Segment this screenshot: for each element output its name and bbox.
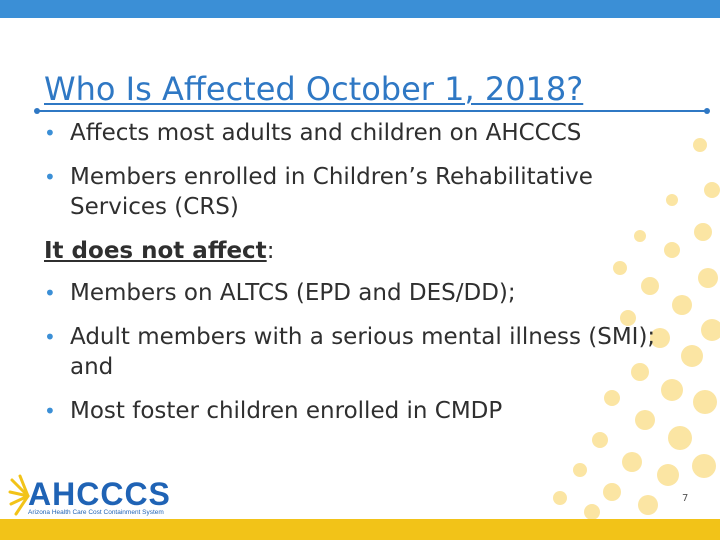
bottom-accent-bar [0,519,720,540]
bullet-dot-icon: • [44,399,56,423]
list-item-text: Affects most adults and children on AHCC… [70,120,582,146]
sunburst-logo-icon [8,474,30,516]
list-item-text: Members enrolled in Children’s Rehabilit… [70,164,593,220]
bullet-dot-icon: • [44,281,56,305]
bullet-dot-icon: • [44,165,56,189]
divider-end-dot [704,108,710,114]
subheading-text: It does not affect [44,238,267,264]
page-title: Who Is Affected October 1, 2018? [44,70,584,108]
top-accent-bar [0,0,720,18]
divider-end-dot [34,108,40,114]
subheading-colon: : [266,238,275,264]
logo-wordmark: AHCCCS [28,476,171,512]
list-item-text: Adult members with a serious mental illn… [70,324,656,380]
slide-body: • Affects most adults and children on AH… [44,118,684,440]
title-divider [38,110,708,112]
list-item: • Most foster children enrolled in CMDP [44,396,684,426]
section-subheading: It does not affect: [44,236,684,266]
list-item-text: Members on ALTCS (EPD and DES/DD); [70,280,516,306]
list-item: • Members on ALTCS (EPD and DES/DD); [44,278,684,308]
list-item: • Adult members with a serious mental il… [44,322,684,382]
list-item-text: Most foster children enrolled in CMDP [70,398,503,424]
logo-tagline: Arizona Health Care Cost Containment Sys… [28,509,164,516]
list-item: • Members enrolled in Children’s Rehabil… [44,162,684,222]
page-number: 7 [682,493,689,504]
bullet-dot-icon: • [44,121,56,145]
bullet-dot-icon: • [44,325,56,349]
list-item: • Affects most adults and children on AH… [44,118,684,148]
